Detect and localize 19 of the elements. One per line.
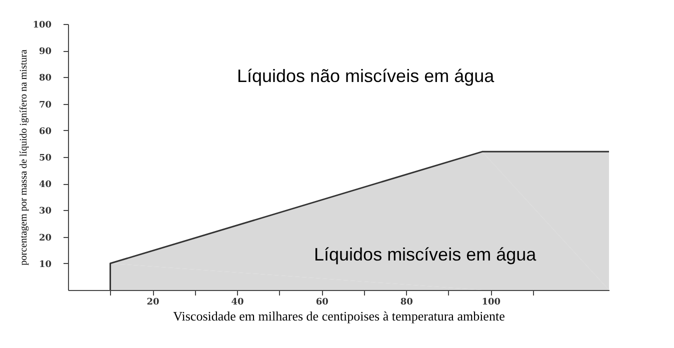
y-tick-label: 10 (38, 260, 52, 270)
y-axis-title: porcentagem por massa de líquido ignífero na mistura (18, 49, 30, 266)
y-tick-label: 60 (38, 126, 52, 137)
y-tick-label: 20 (38, 233, 52, 244)
x-axis-title: Viscosidade em milhares de centipoises à temperatura ambiente (173, 308, 506, 324)
x-tick-label: 60 (316, 298, 328, 308)
y-tick-label: 50 (38, 154, 52, 164)
y-tick-label: 80 (38, 74, 52, 84)
y-tick-label: 100 (32, 20, 52, 30)
annotation: Líquidos miscíveis em água (314, 244, 538, 264)
x-tick-label: 40 (231, 298, 244, 308)
y-tick-label: 70 (38, 100, 52, 110)
annotation: Líquidos não miscíveis em água (236, 66, 496, 86)
x-tick-label: 100 (482, 298, 501, 308)
x-tick-label: 20 (146, 298, 160, 308)
y-tick-label: 40 (38, 180, 52, 190)
x-tick-label: 80 (400, 298, 413, 308)
y-tick-label: 90 (38, 47, 52, 58)
y-tick-label: 30 (38, 206, 52, 217)
